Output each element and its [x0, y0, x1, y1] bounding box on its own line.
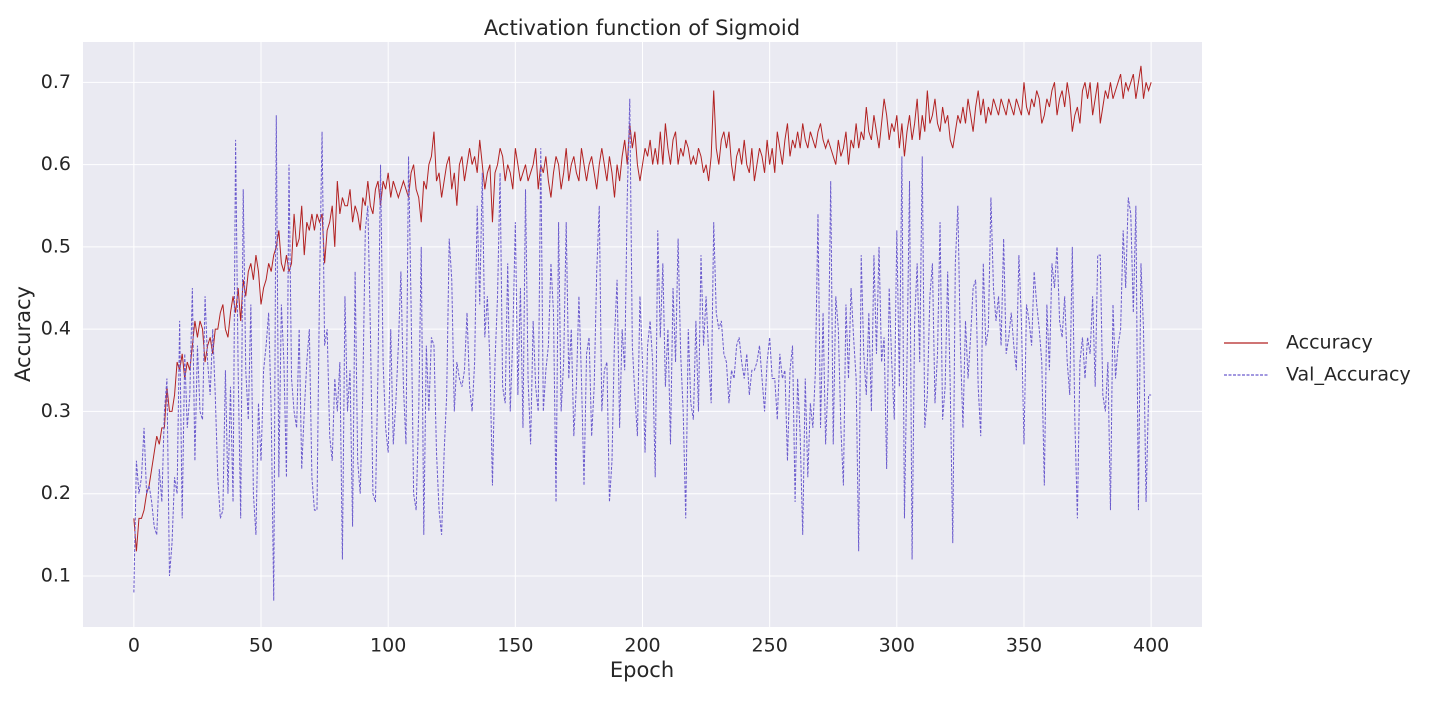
x-tick-label: 350 — [1006, 635, 1042, 657]
x-tick-label: 150 — [497, 635, 533, 657]
line-series — [133, 98, 1152, 601]
y-tick-label: 0.5 — [41, 235, 71, 257]
x-tick-label: 250 — [752, 635, 788, 657]
x-tick-label: 200 — [624, 635, 660, 657]
y-tick-label: 0.6 — [41, 153, 71, 175]
y-tick-label: 0.3 — [41, 400, 71, 422]
y-tick-label: 0.7 — [41, 71, 71, 93]
y-tick-label: 0.1 — [41, 564, 71, 586]
line-series — [133, 65, 1152, 552]
x-tick-label: 0 — [128, 635, 140, 657]
x-tick-label: 400 — [1133, 635, 1169, 657]
legend-label: Val_Accuracy — [1286, 364, 1411, 386]
y-axis-label: Accuracy — [11, 286, 35, 382]
chart-title: Activation function of Sigmoid — [484, 16, 800, 40]
x-tick-label: 100 — [370, 635, 406, 657]
y-tick-label: 0.2 — [41, 482, 71, 504]
x-tick-label: 300 — [879, 635, 915, 657]
x-axis-label: Epoch — [610, 658, 674, 682]
y-tick-label: 0.4 — [41, 318, 71, 340]
legend-label: Accuracy — [1286, 332, 1373, 354]
x-tick-label: 50 — [249, 635, 273, 657]
